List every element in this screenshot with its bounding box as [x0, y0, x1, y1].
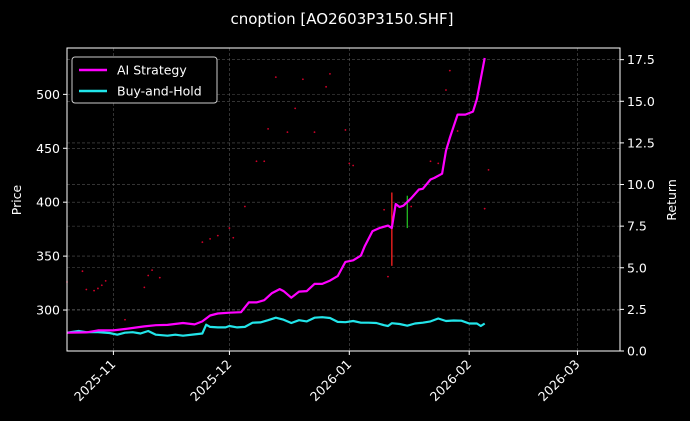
price-point	[352, 164, 355, 167]
plot-frame	[66, 47, 621, 352]
price-point	[243, 205, 246, 208]
y-left-tick-label: 500	[36, 87, 60, 102]
price-point	[100, 284, 103, 287]
price-point	[228, 227, 231, 229]
grid	[67, 48, 620, 352]
y-left-tick-label: 300	[36, 303, 60, 318]
y-right-tick-label: 17.5	[627, 52, 655, 67]
price-point	[437, 162, 440, 165]
y-left-axis: 300 350 400 450 500	[36, 87, 67, 318]
price-point	[201, 241, 204, 243]
y-right-tick-label: 12.5	[627, 135, 655, 150]
legend-label-bh: Buy-and-Hold	[117, 84, 202, 99]
price-point	[104, 280, 107, 282]
price-point	[445, 89, 447, 91]
chart-title: cnoption [AO2603P3150.SHF]	[230, 10, 453, 28]
price-point	[143, 286, 146, 289]
price-point	[348, 162, 351, 165]
price-point	[344, 129, 347, 131]
price-point	[487, 168, 490, 171]
price-point	[158, 276, 161, 279]
price-point	[267, 127, 269, 130]
price-point	[263, 160, 266, 163]
legend-box	[71, 56, 218, 104]
price-point	[151, 269, 153, 272]
y-right-tick-label: 10.0	[627, 177, 655, 192]
price-point	[216, 234, 219, 237]
y-right-tick-label: 15.0	[627, 94, 655, 109]
y-left-label: Price	[9, 184, 24, 215]
price-point	[209, 237, 211, 240]
price-point	[313, 131, 316, 134]
legend: AI Strategy Buy-and-Hold	[71, 56, 218, 104]
price-point	[274, 76, 277, 79]
price-point	[85, 288, 88, 291]
y-right-tick-label: 2.5	[627, 302, 647, 317]
price-point	[325, 85, 327, 88]
price-point	[124, 318, 126, 321]
price-point	[97, 287, 99, 290]
price-point	[93, 289, 95, 292]
series-lines	[66, 57, 486, 337]
price-point	[301, 78, 304, 81]
price-point	[387, 275, 389, 278]
price-point	[383, 208, 386, 211]
y-right-tick-label: 0.0	[627, 344, 647, 359]
price-point	[410, 205, 413, 208]
price-point	[483, 207, 486, 210]
y-right-axis: 0.0 2.5 5.0 7.5 10.0 12.5 15.0 17.5	[620, 52, 655, 359]
price-point	[255, 160, 258, 163]
price-point	[429, 160, 432, 163]
price-point	[232, 236, 235, 239]
series-line-ai-strategy	[66, 57, 486, 334]
y-right-tick-label: 5.0	[627, 260, 647, 275]
y-right-label: Return	[664, 179, 679, 220]
price-point	[448, 69, 451, 72]
price-point	[81, 270, 84, 273]
legend-label-ai: AI Strategy	[117, 63, 187, 78]
price-point	[294, 107, 297, 110]
series-line-buy-and-hold	[66, 316, 486, 337]
y-left-tick-label: 400	[36, 195, 60, 210]
y-right-tick-label: 7.5	[627, 219, 647, 234]
price-point	[147, 274, 150, 277]
y-left-tick-label: 450	[36, 141, 60, 156]
price-point	[329, 72, 331, 75]
price-point	[286, 131, 289, 134]
y-left-tick-label: 350	[36, 249, 60, 264]
price-point	[456, 130, 459, 132]
